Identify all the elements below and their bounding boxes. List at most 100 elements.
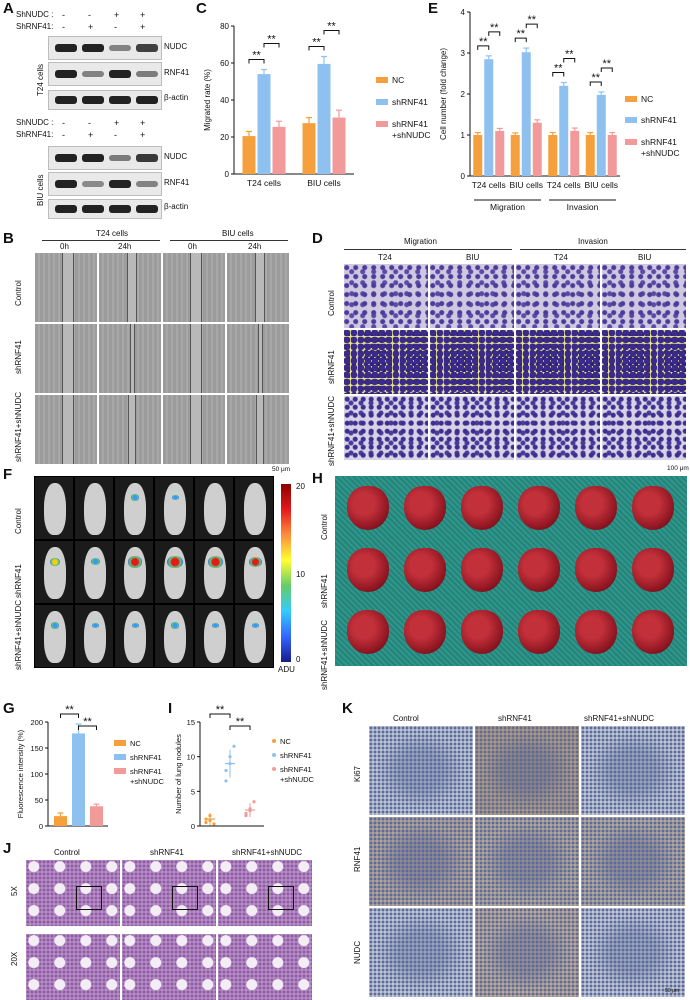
sig-bracket [248, 58, 265, 64]
col-label-j-3: shRNF41+shNUDC [232, 848, 303, 857]
ihc-image-grid: 50 μm [369, 726, 687, 1000]
mouse-image [114, 540, 154, 604]
wound-gap [190, 395, 202, 464]
group-label-invasion-e: Invasion [567, 202, 599, 212]
mouse-image [234, 476, 274, 540]
ihc-image [369, 908, 473, 997]
legend-combo-2: +shNUDC [280, 775, 315, 784]
x-tick-label: BIU cells [509, 180, 543, 190]
bar [54, 816, 67, 826]
mouse-image [194, 540, 234, 604]
wound-image [98, 394, 162, 465]
panel-label-j: J [3, 840, 12, 857]
bar [473, 135, 483, 176]
y-tick-label: 40 [220, 96, 229, 105]
y-axis-title: Fluorescence intensity (%) [16, 729, 25, 818]
col-label-d-1: T24 [378, 253, 392, 262]
row-label-ki67: Ki67 [353, 765, 362, 782]
colorbar-max: 20 [296, 482, 305, 491]
legend-marker [272, 767, 276, 771]
wound-image [98, 252, 162, 323]
wound-gap [62, 253, 74, 322]
mouse-body [84, 547, 106, 599]
transwell-image [429, 263, 515, 329]
sig-label: ** [83, 716, 92, 728]
legend-swatch [625, 96, 637, 102]
sig-label: ** [554, 63, 563, 75]
wound-gap [127, 253, 137, 322]
lung-specimen [404, 610, 446, 654]
y-tick-label: 80 [220, 22, 229, 31]
bar [532, 122, 542, 176]
row-label-shrnf41-h: shRNF41 [320, 574, 329, 608]
wound-image [226, 252, 290, 323]
mouse-body [44, 611, 66, 663]
y-tick-label: 20 [220, 133, 229, 142]
scale-label-b: 50 μm [272, 466, 291, 473]
legend-swatch [625, 139, 637, 145]
ihc-image [369, 817, 473, 906]
sign-rnf41: + [140, 22, 146, 32]
sig-label: ** [327, 21, 336, 33]
sign-nudc: - [62, 10, 65, 20]
row-label-combo-f: shRNF41+shNUDC [14, 599, 23, 670]
legend-nc: NC [641, 94, 653, 104]
bar [521, 52, 531, 176]
sig-bracket [308, 46, 325, 51]
mouse-image [34, 476, 74, 540]
sig-bracket [477, 45, 490, 50]
luminescence-signal [128, 556, 142, 568]
blot-band [109, 180, 131, 188]
group-label-migration-e: Migration [490, 202, 525, 212]
legend-swatch [114, 740, 126, 746]
transwell-image [515, 329, 601, 395]
col-label-j-1: Control [54, 848, 80, 857]
luminescence-signal [211, 622, 219, 629]
panel-label-k: K [342, 700, 353, 717]
bar [495, 130, 505, 176]
colorbar-min: 0 [296, 655, 301, 664]
time-label-1: 0h [60, 242, 69, 251]
scale-label-d: 100 μm [667, 465, 689, 472]
lung-specimen [575, 548, 617, 592]
wound-gap [129, 324, 135, 393]
band-label-nudc-bottom: NUDC [164, 152, 188, 161]
luminescence-signal [171, 494, 179, 501]
mouse-image [154, 476, 194, 540]
group-label-invasion: Invasion [578, 237, 608, 246]
legend-marker [272, 753, 276, 757]
sig-label: ** [267, 33, 276, 45]
legend-swatch [376, 77, 388, 83]
blot-band [136, 205, 158, 213]
sig-label: ** [216, 704, 225, 716]
bar [484, 59, 494, 176]
sign-rnf41: + [88, 130, 94, 140]
mouse-body [44, 483, 66, 535]
sign-rnf41: - [114, 22, 117, 32]
row-label-control-h: Control [320, 514, 329, 540]
wound-gap [62, 324, 74, 393]
transwell-image [515, 263, 601, 329]
blot-band [109, 96, 131, 104]
blot-band [55, 96, 77, 104]
wound-image [226, 323, 290, 394]
blot-band [82, 154, 104, 162]
luminescence-signal [91, 622, 99, 629]
legend-combo-2: +shNUDC [130, 777, 165, 786]
wound-image-grid [34, 252, 290, 465]
y-axis-title: Migrated rate (%) [203, 69, 212, 131]
wound-image [34, 394, 98, 465]
group-line-t24 [42, 240, 160, 241]
blot-band [136, 154, 158, 162]
y-tick-label: 1 [461, 131, 466, 140]
sig-bracket [263, 42, 280, 48]
sig-bracket [488, 31, 501, 36]
he-image [218, 860, 312, 926]
col-label-j-2: shRNF41 [150, 848, 184, 857]
lung-specimen [575, 486, 617, 530]
row-label-control-d: Control [327, 290, 336, 316]
row-label-combo-b: shRNF41+shNUDC [14, 391, 23, 462]
mouse-body [124, 547, 146, 599]
legend-swatch [114, 754, 126, 760]
